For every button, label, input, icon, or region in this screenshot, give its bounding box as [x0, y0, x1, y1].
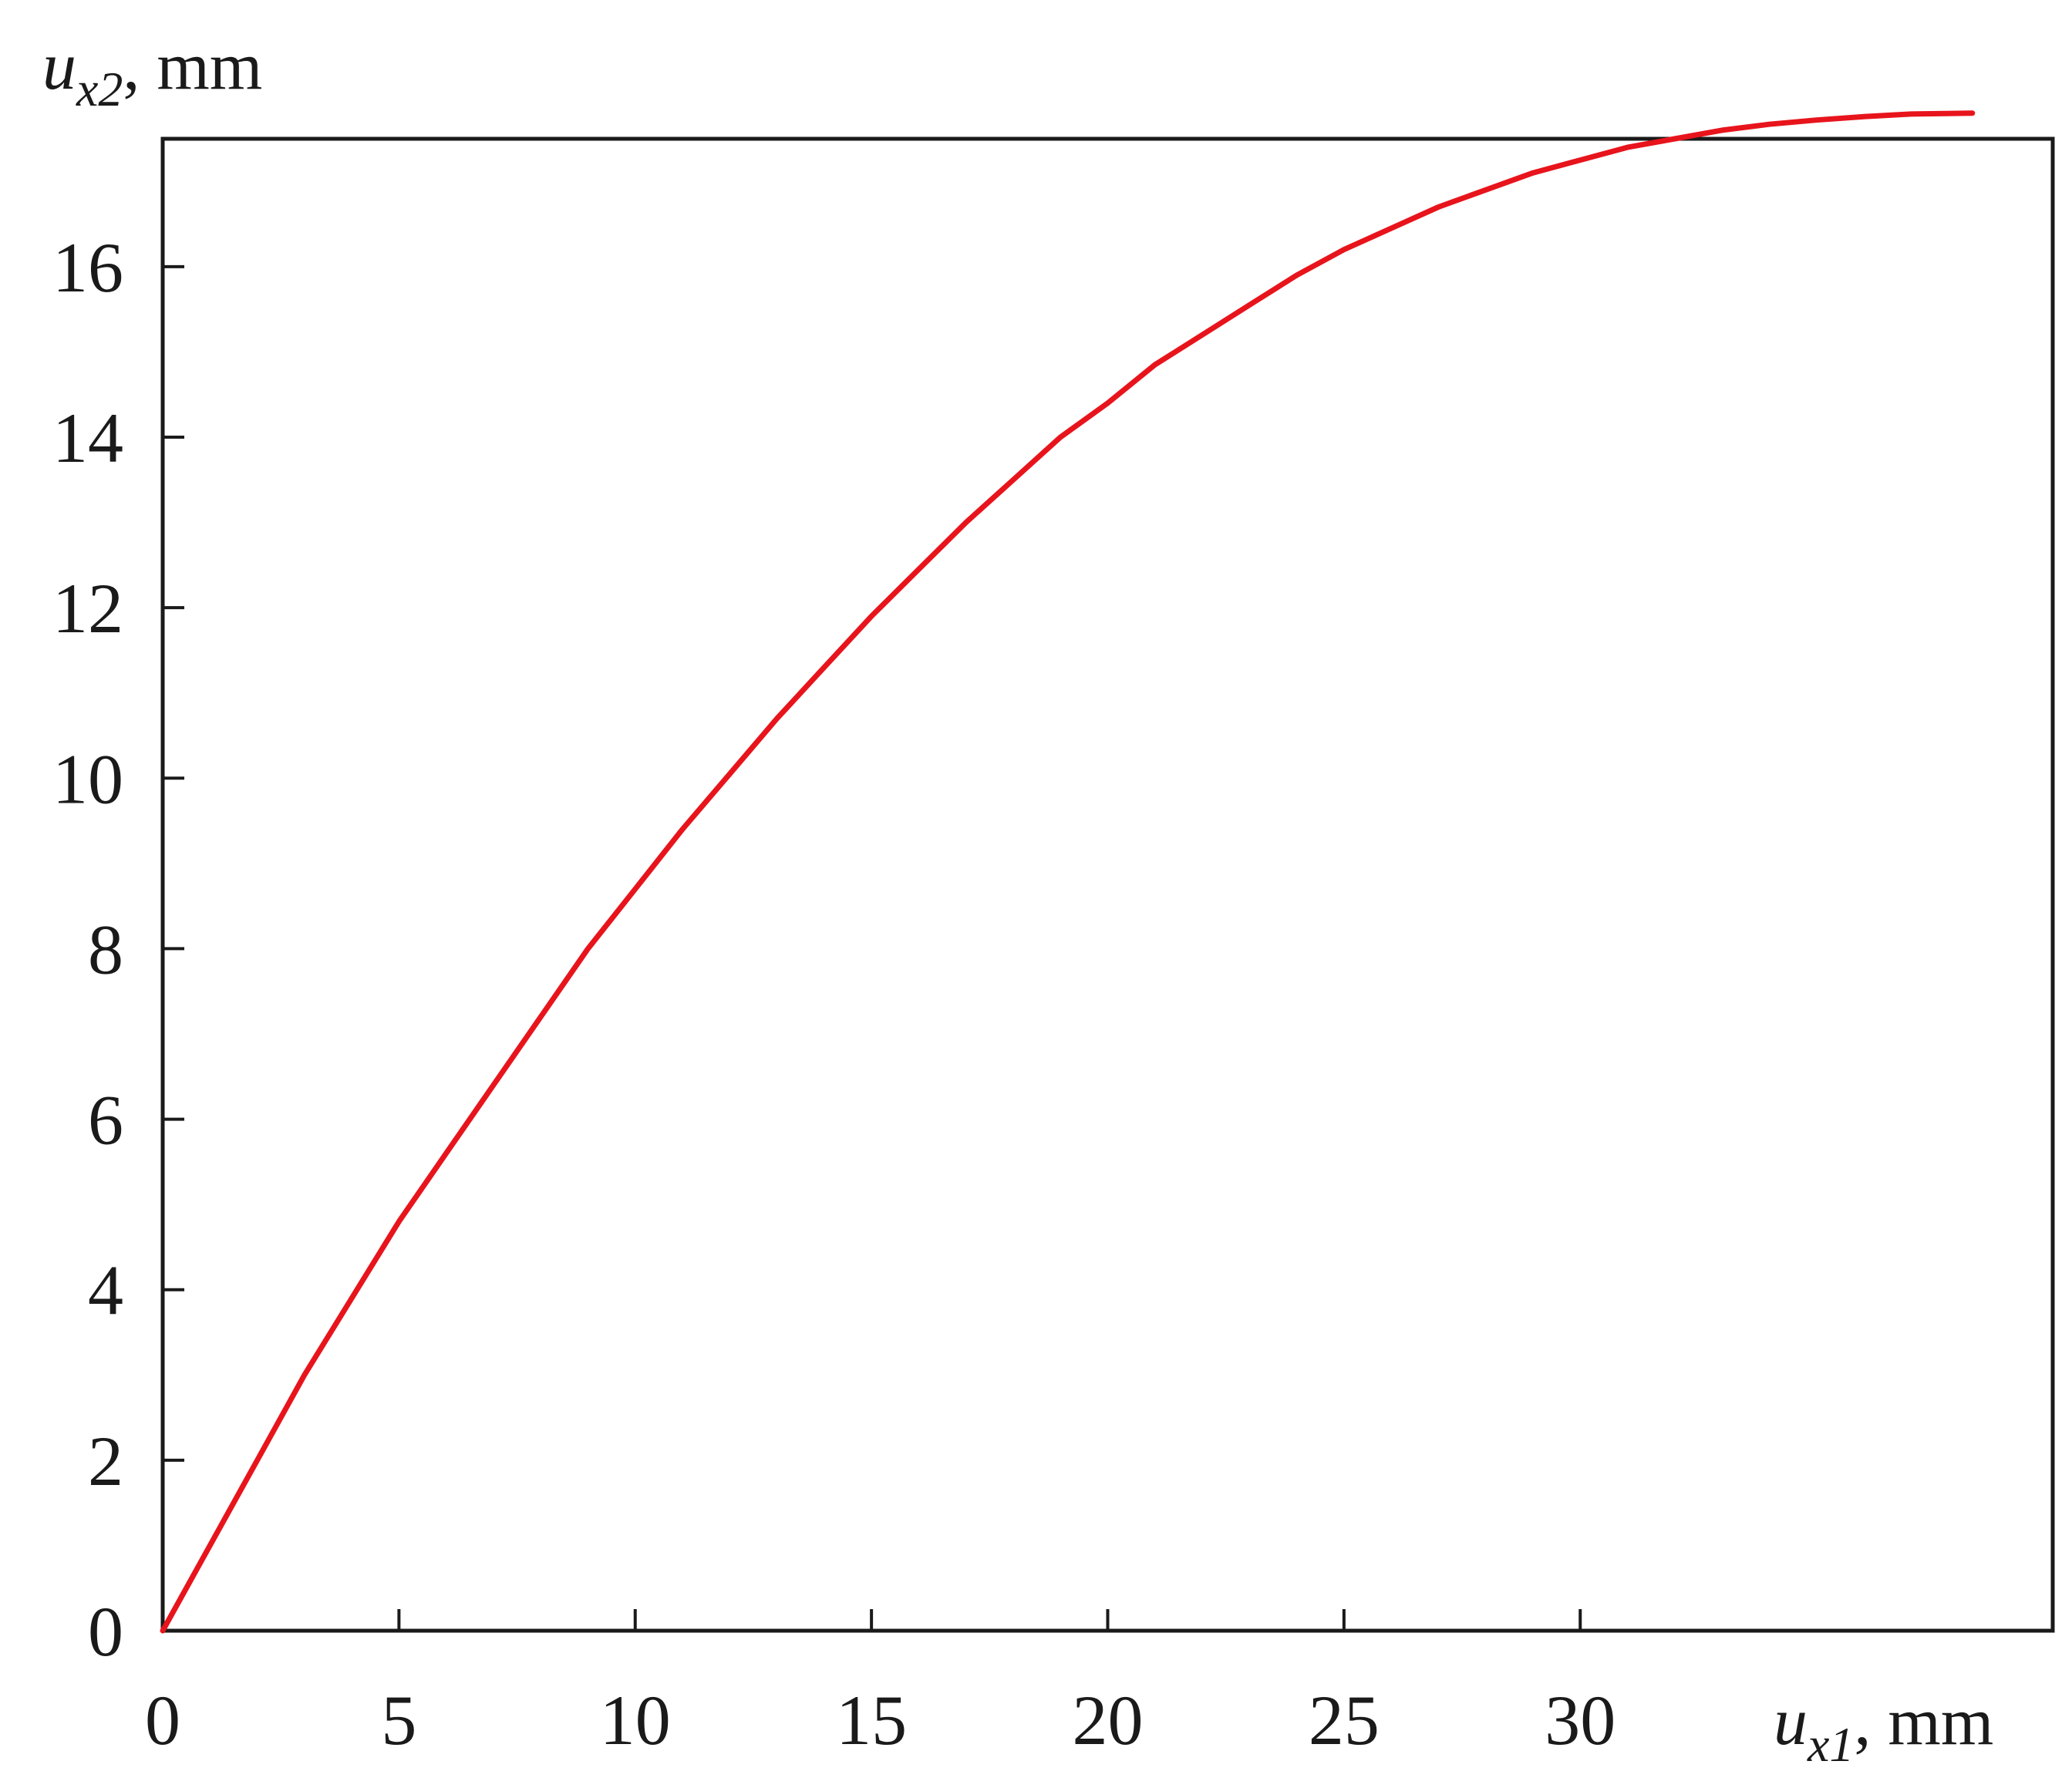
x-tick-label: 25 — [1309, 1681, 1380, 1759]
y-tick-label: 4 — [88, 1251, 123, 1330]
y-tick-label: 8 — [88, 910, 123, 988]
plot-frame — [160, 136, 2055, 1633]
y-tick-label: 16 — [52, 228, 123, 307]
x-axis-unit: , mm — [1854, 1685, 1993, 1759]
y-tick-label: 0 — [88, 1592, 123, 1671]
x-tick-label: 0 — [145, 1681, 180, 1759]
series-layer — [160, 110, 1976, 1634]
y-tick-label: 12 — [52, 569, 123, 648]
y-tick-label: 14 — [52, 399, 123, 477]
y-axis-unit: , mm — [123, 29, 262, 104]
x-tick-label: 5 — [381, 1681, 416, 1759]
y-tick-label: 10 — [52, 739, 123, 818]
series-line — [160, 110, 1976, 1634]
x-tick-label: 30 — [1545, 1681, 1615, 1759]
y-tick-label: 2 — [88, 1422, 123, 1500]
x-tick-label: 20 — [1073, 1681, 1144, 1759]
x-axis-subscript: x1 — [1807, 1717, 1854, 1772]
y-axis-title: ux2, mm — [42, 29, 262, 116]
y-axis-ticks: 0 2 4 6 8 10 12 14 16 — [52, 228, 184, 1671]
x-tick-label: 10 — [600, 1681, 671, 1759]
y-tick-label: 6 — [88, 1081, 123, 1160]
x-axis-title: ux1, mm — [1774, 1685, 1993, 1772]
x-axis-symbol: u — [1774, 1685, 1808, 1759]
y-axis-subscript: x2 — [76, 62, 123, 116]
x-tick-label: 15 — [836, 1681, 907, 1759]
x-axis-ticks: 0 5 10 15 20 25 30 — [145, 1609, 1615, 1759]
y-axis-symbol: u — [42, 29, 76, 104]
